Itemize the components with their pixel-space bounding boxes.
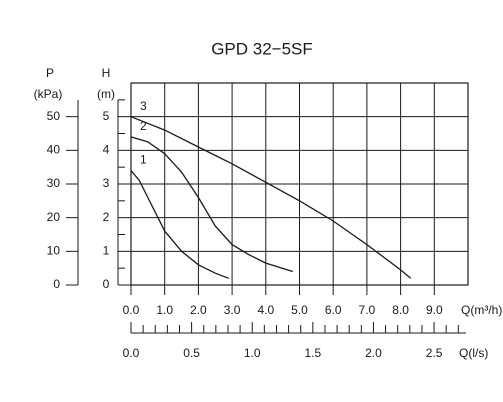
- y-tick-label: 2: [103, 210, 110, 224]
- y2-tick-label: 0: [53, 277, 60, 291]
- y-tick-label: 3: [103, 176, 110, 190]
- x-tick-label: 2.0: [190, 303, 207, 317]
- y2-label: P: [46, 66, 54, 80]
- x2-tick-label: 1.5: [304, 346, 321, 360]
- x-tick-label: 7.0: [359, 303, 376, 317]
- y-unit: (m): [97, 87, 115, 101]
- x2-tick-label: 0.0: [123, 346, 140, 360]
- y-tick-label: 5: [103, 109, 110, 123]
- x2-tick-label: 0.5: [183, 346, 200, 360]
- x2-tick-label: 2.0: [365, 346, 382, 360]
- curve-label: 1: [140, 153, 147, 167]
- y-tick-label: 1: [103, 244, 110, 258]
- curve: [130, 170, 229, 279]
- curve-label: 2: [140, 119, 147, 133]
- x-label: Q(m³/h): [461, 303, 502, 317]
- curve: [130, 136, 293, 273]
- x-tick-label: 6.0: [325, 303, 342, 317]
- curve: [130, 116, 412, 279]
- x2-label: Q(l/s): [459, 346, 488, 360]
- x2-tick-label: 2.5: [426, 346, 443, 360]
- curve-label: 3: [140, 99, 147, 113]
- y2-tick-label: 30: [47, 176, 61, 190]
- x2-tick-label: 1.0: [244, 346, 261, 360]
- x-tick-label: 3.0: [224, 303, 241, 317]
- y-tick-label: 4: [103, 143, 110, 157]
- chart-title: GPD 32−5SF: [211, 39, 313, 58]
- x-tick-label: 0.0: [123, 303, 140, 317]
- x-tick-label: 9.0: [426, 303, 443, 317]
- y2-tick-label: 10: [47, 244, 61, 258]
- x-tick-label: 8.0: [392, 303, 409, 317]
- y-label: H: [102, 66, 111, 80]
- x-tick-label: 4.0: [257, 303, 274, 317]
- y-tick-label: 0: [103, 277, 110, 291]
- y2-tick-label: 40: [47, 143, 61, 157]
- y2-tick-label: 20: [47, 210, 61, 224]
- y2-unit: (kPa): [34, 87, 63, 101]
- x-tick-label: 1.0: [156, 303, 173, 317]
- x-tick-label: 5.0: [291, 303, 308, 317]
- y2-tick-label: 50: [47, 109, 61, 123]
